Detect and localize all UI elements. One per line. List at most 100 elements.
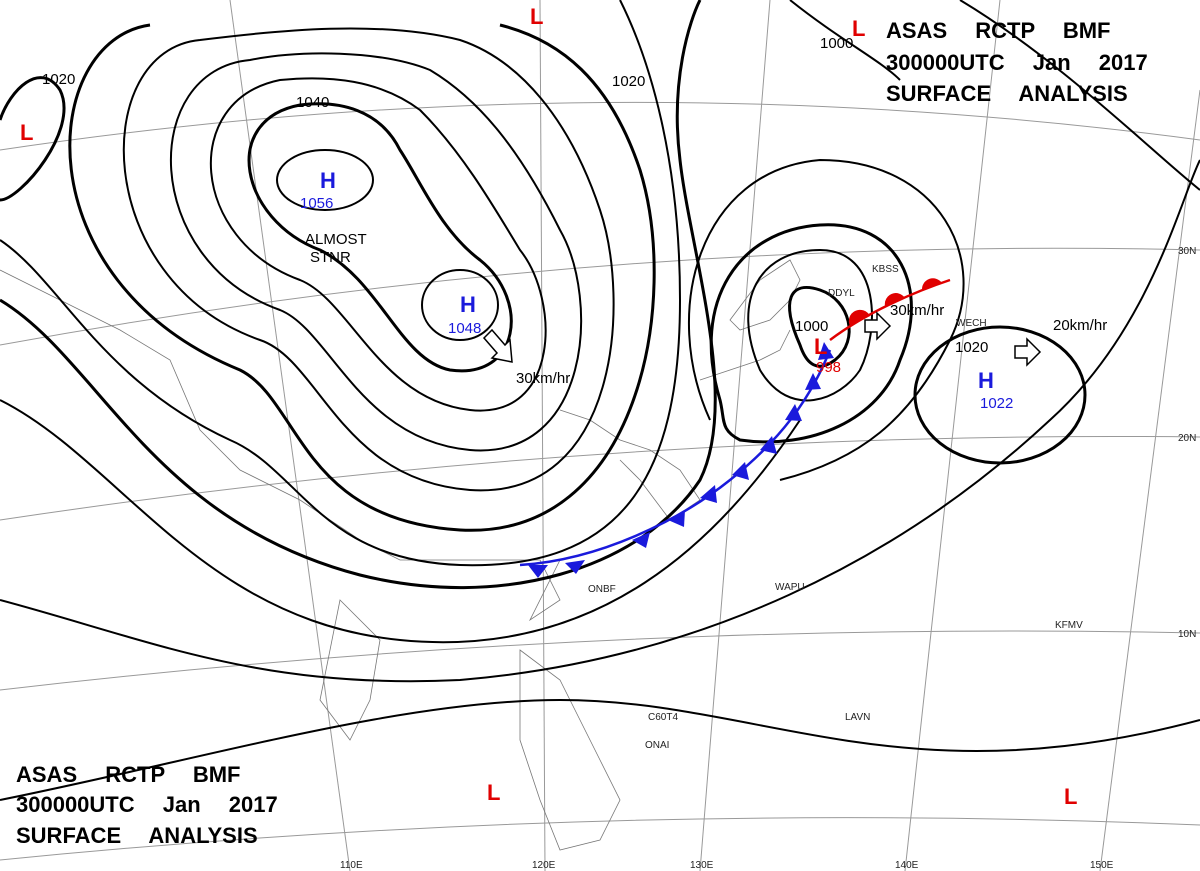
isobar-label: 1020 xyxy=(955,339,988,356)
isobar xyxy=(122,27,615,492)
meridian xyxy=(1099,89,1200,871)
header-line: SURFACE ANALYSIS xyxy=(886,81,1128,106)
front-barb xyxy=(785,404,802,421)
front-barb xyxy=(528,565,548,578)
station-id: LAVN xyxy=(845,712,870,723)
coastline xyxy=(699,329,791,381)
isobar xyxy=(169,52,583,452)
low-label: L xyxy=(814,334,827,359)
isobar-label: 1000 xyxy=(820,35,853,52)
isobar-label: 1040 xyxy=(296,94,329,111)
front-barb xyxy=(668,510,685,527)
low-label: L xyxy=(20,120,33,145)
high-label: H xyxy=(460,292,476,317)
isobar-label: 1020 xyxy=(42,71,75,88)
isobar xyxy=(0,0,717,590)
front-barb xyxy=(732,462,749,480)
footer-line: 300000UTC Jan 2017 xyxy=(16,792,278,817)
longitude-label: 110E xyxy=(340,860,363,871)
latitude-label: 10N xyxy=(1178,629,1196,640)
longitude-label: 140E xyxy=(895,860,919,871)
isobar xyxy=(747,248,873,402)
isobar xyxy=(913,325,1087,465)
station-id: C60T4 xyxy=(648,712,678,723)
isobar xyxy=(0,159,1200,683)
warm-front-barbs xyxy=(848,278,942,326)
motion-label: 30km/hr xyxy=(890,302,944,319)
cold-front xyxy=(519,349,832,567)
station-id: KBSS xyxy=(872,264,899,275)
station-id: WAPU xyxy=(775,582,805,593)
longitude-label: 150E xyxy=(1090,860,1114,871)
high-value: 1056 xyxy=(300,195,333,212)
footer-line: SURFACE ANALYSIS xyxy=(16,823,258,848)
front-barb xyxy=(565,560,585,574)
latitude-line xyxy=(0,436,1200,521)
isobar xyxy=(0,0,682,567)
coastline xyxy=(729,259,801,331)
station-id: WECH xyxy=(956,318,987,329)
latitude-line xyxy=(0,101,1200,151)
front-barb xyxy=(632,532,650,548)
latitude-line xyxy=(0,247,1200,346)
motion-label: 20km/hr xyxy=(1053,317,1107,334)
station-id: ONAI xyxy=(645,740,669,751)
longitude-label: 120E xyxy=(532,860,556,871)
front-barb xyxy=(818,342,834,360)
latitude-label: 20N xyxy=(1178,433,1196,444)
station-id: ONBF xyxy=(588,584,616,595)
isobar-label: 1020 xyxy=(612,73,645,90)
motion-arrow xyxy=(1014,337,1042,367)
motion-arrow xyxy=(864,311,892,341)
low-value: 998 xyxy=(816,359,841,376)
longitude-label: 130E xyxy=(690,860,714,871)
meridian xyxy=(539,0,546,871)
front-barb xyxy=(760,436,777,454)
latitude-label: 30N xyxy=(1178,246,1196,257)
front-barb xyxy=(884,293,905,306)
isobars xyxy=(0,0,1200,801)
note: STNR xyxy=(310,249,351,266)
coastline xyxy=(559,409,701,521)
front-barb xyxy=(805,373,821,390)
low-label: L xyxy=(487,780,500,805)
motion-arrow xyxy=(482,328,513,363)
low-label: L xyxy=(852,16,865,41)
front-barb xyxy=(700,485,717,503)
latitude-line xyxy=(0,630,1200,691)
low-label: L xyxy=(530,4,543,29)
note: ALMOST xyxy=(305,231,367,248)
high-label: H xyxy=(978,368,994,393)
meridian xyxy=(904,0,1001,871)
isobar xyxy=(0,399,801,644)
high-value: 1048 xyxy=(448,320,481,337)
coastline xyxy=(319,599,381,741)
isobar xyxy=(421,269,499,341)
header-line: 300000UTC Jan 2017 xyxy=(886,50,1148,75)
station-id: DDYL xyxy=(828,288,855,299)
isobar xyxy=(788,285,851,368)
cold-front-barbs xyxy=(528,342,834,578)
motion-label: 30km/hr xyxy=(516,370,570,387)
isobar xyxy=(959,0,1200,191)
station-id: KFMV xyxy=(1055,620,1083,631)
isobar xyxy=(709,223,913,444)
fronts xyxy=(519,278,951,578)
motion-arrows xyxy=(482,311,1042,367)
isobar-label: 1000 xyxy=(795,318,828,335)
front-barb xyxy=(921,278,942,290)
isobar xyxy=(276,149,374,211)
isobar xyxy=(688,158,965,481)
isobar xyxy=(789,0,901,81)
isobar xyxy=(209,77,547,412)
footer-line: ASAS RCTP BMF xyxy=(16,762,241,787)
isobar xyxy=(247,102,513,373)
latitude-line xyxy=(0,817,1200,861)
isobar xyxy=(0,23,656,532)
isobar xyxy=(0,698,1200,801)
high-value: 1022 xyxy=(980,395,1013,412)
high-label: H xyxy=(320,168,336,193)
front-barb xyxy=(848,309,870,326)
